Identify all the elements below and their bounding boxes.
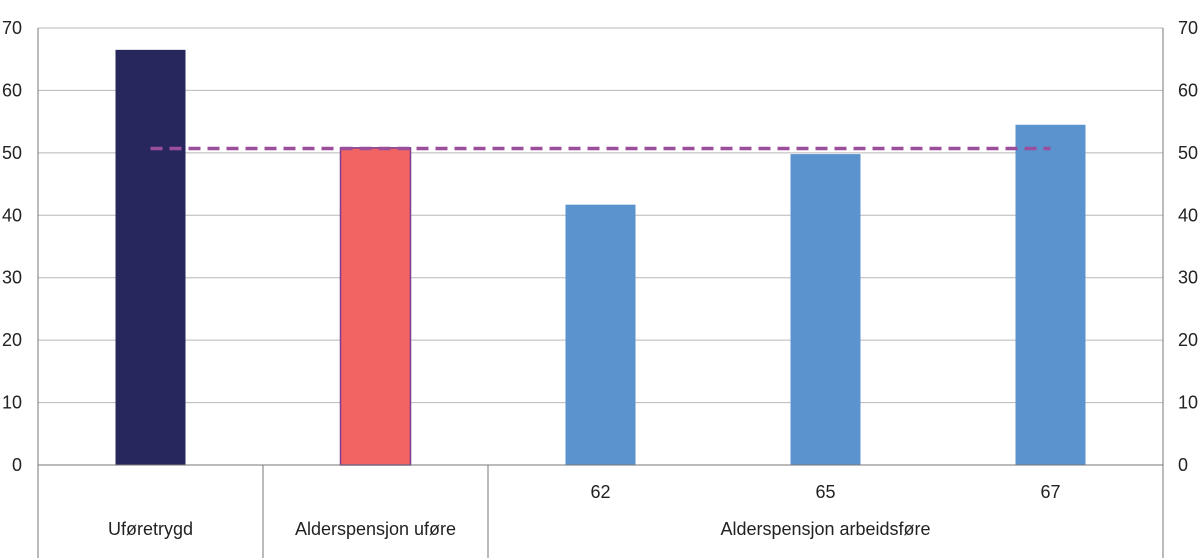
y-tick-label-right: 30 — [1178, 268, 1198, 288]
x-axis-category-table: 62 65 67 Uføretrygd Alderspensjon uføre Alder… — [37, 465, 1164, 558]
y-tick-label-left: 50 — [2, 143, 22, 163]
y-tick-label-left: 0 — [12, 455, 22, 475]
y-tick-label-right: 60 — [1178, 80, 1198, 100]
axes — [37, 28, 1164, 466]
y-tick-label-right: 10 — [1178, 393, 1198, 413]
x-group-label: Alderspensjon arbeidsføre — [720, 519, 930, 539]
y-tick-label-left: 30 — [2, 268, 22, 288]
x-subcategory-label: 62 — [590, 482, 610, 502]
bars — [115, 49, 1086, 466]
y-tick-label-right: 20 — [1178, 330, 1198, 350]
y-tick-label-left: 10 — [2, 393, 22, 413]
bar-0 — [115, 49, 186, 465]
bar-2 — [565, 204, 636, 465]
x-subcategory-label: 65 — [815, 482, 835, 502]
y-tick-label-right: 50 — [1178, 143, 1198, 163]
y-tick-label-left: 40 — [2, 205, 22, 225]
x-group-label: Alderspensjon uføre — [295, 519, 456, 539]
x-group-label: Uføretrygd — [108, 519, 193, 539]
y-tick-label-right: 0 — [1178, 455, 1188, 475]
y-tick-label-right: 40 — [1178, 205, 1198, 225]
bar-1 — [339, 147, 412, 466]
y-axis-left-labels: 0 10 20 30 40 50 60 70 — [2, 18, 22, 475]
x-subcategory-label: 67 — [1040, 482, 1060, 502]
bar-3 — [790, 154, 861, 465]
y-tick-label-left: 60 — [2, 80, 22, 100]
y-tick-label-right: 70 — [1178, 18, 1198, 38]
bar-4 — [1015, 124, 1086, 465]
y-axis-right-labels: 0 10 20 30 40 50 60 70 — [1178, 18, 1198, 475]
y-tick-label-left: 20 — [2, 330, 22, 350]
y-tick-label-left: 70 — [2, 18, 22, 38]
